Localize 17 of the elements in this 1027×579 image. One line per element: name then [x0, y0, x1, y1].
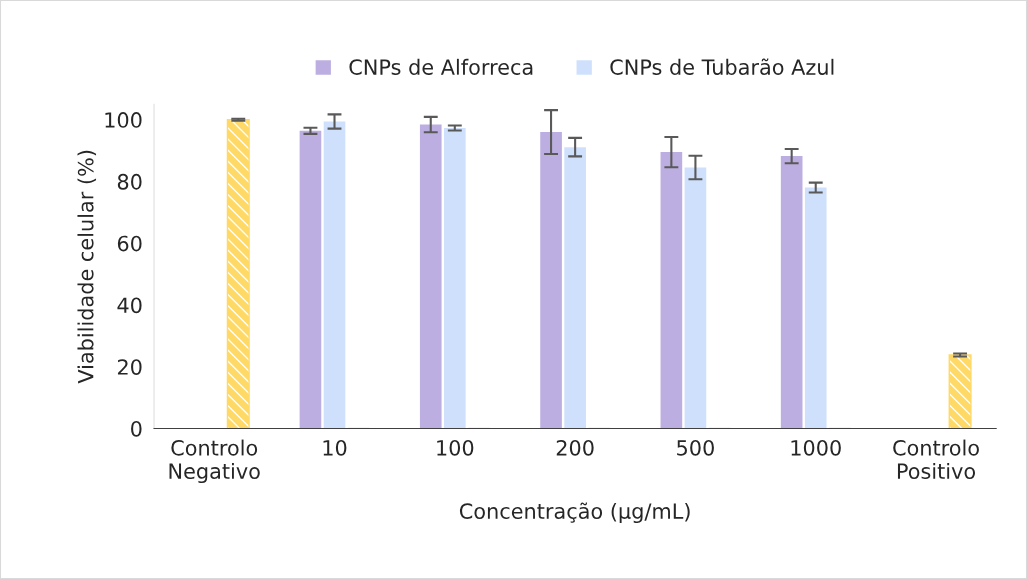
y-tick-label: 100	[105, 112, 142, 128]
y-tick-label: 20	[117, 359, 142, 375]
x-axis-title: Concentração (µg/mL)	[459, 502, 690, 524]
x-tick-label: 200	[556, 439, 594, 456]
y-tick-label: 0	[131, 420, 142, 437]
y-tick-label: 60	[117, 235, 142, 252]
y-axis-title: Viabilidade celular (%)	[77, 150, 97, 384]
legend-label: CNPs de Alforreca	[349, 58, 533, 75]
y-tick-label: 40	[117, 297, 142, 314]
x-tick-label: Controlo Negativo	[169, 439, 260, 484]
legend-label: CNPs de Tubarão Azul	[610, 58, 834, 75]
x-tick-label: 100	[437, 439, 474, 456]
x-tick-label: 10	[323, 439, 347, 456]
x-tick-label: Controlo Positivo	[893, 439, 979, 480]
x-tick-label: 1000	[791, 439, 841, 456]
y-tick-label: 80	[117, 173, 142, 190]
x-tick-label: 500	[677, 439, 714, 456]
